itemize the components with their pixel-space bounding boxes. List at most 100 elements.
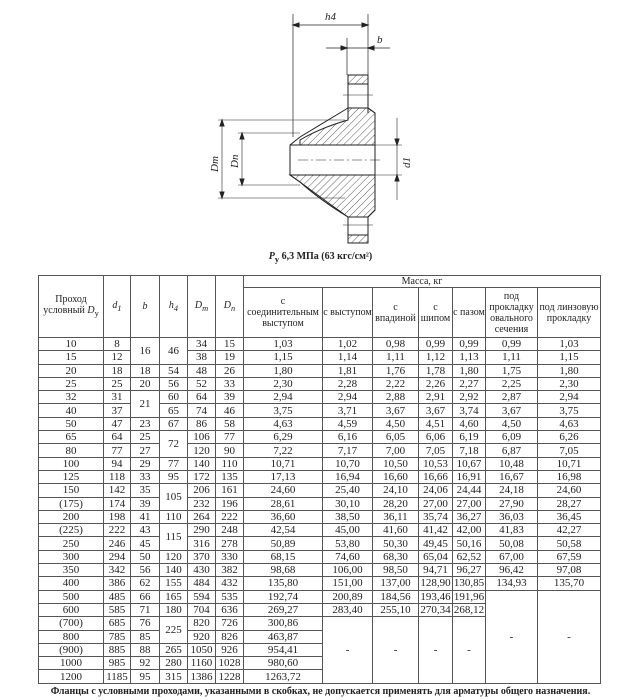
- caption-text: 6,3 МПа (63 кгс/см²): [279, 251, 373, 262]
- table-cell: 4,60: [452, 416, 486, 432]
- table-cell: 50,30: [372, 536, 419, 551]
- table-cell: 77: [159, 456, 188, 471]
- table-cell: 16,67: [485, 469, 538, 485]
- table-cell: 6,29: [243, 430, 323, 445]
- table-cell: 27: [130, 443, 160, 458]
- table-cell: 48: [187, 363, 216, 378]
- table-cell: 16,66: [418, 469, 453, 485]
- table-row: 100 94 29 77 140 110 10,71 10,70 10,50 10,53 10,67…: [38, 456, 601, 471]
- table-cell: 67: [159, 416, 188, 432]
- table-cell: 25: [38, 376, 104, 392]
- table-cell: 926: [215, 642, 244, 658]
- header-mass: Масса, кг: [243, 275, 601, 288]
- table-cell: 3,67: [485, 403, 538, 418]
- header-h4: h4: [159, 275, 188, 338]
- table-cell: 2,30: [537, 376, 601, 392]
- table-cell: 120: [187, 443, 216, 458]
- table-cell: 1228: [215, 669, 244, 684]
- table-cell: 29: [130, 456, 160, 471]
- table-cell: 826: [215, 629, 244, 644]
- table-cell: 264: [187, 509, 216, 525]
- table-cell: 125: [38, 469, 104, 485]
- table-cell: 10,71: [243, 456, 323, 471]
- table-cell: 300,86: [243, 616, 323, 631]
- table-row: 400 386 62 155 484 432 135,80 151,00 137,00 128,9…: [38, 576, 601, 591]
- table-cell: 1386: [187, 669, 216, 684]
- table-cell: 115: [159, 523, 188, 551]
- table-cell: 96,42: [485, 563, 538, 578]
- table-cell: 0,99: [418, 336, 453, 352]
- table-row: 600 585 71 180 704 636 269,27 283,40 255,10 270,3…: [38, 602, 601, 618]
- table-cell: 28,27: [537, 496, 601, 511]
- table-cell: 255,10: [372, 602, 419, 618]
- table-row: 125 118 33 95 172 135 17,13 16,94 16,60 16,66 16,9…: [38, 469, 601, 485]
- table-row: 20 18 18 54 48 26 1,80 1,81 1,76 1,78 1,80 1,75 1,80: [38, 363, 601, 378]
- table-cell: 3,67: [372, 403, 419, 418]
- table-cell: 36,45: [537, 509, 601, 525]
- table-cell: 10,70: [322, 456, 373, 471]
- table-cell: -: [418, 616, 453, 684]
- table-cell: 2,88: [372, 390, 419, 405]
- table-row: (900) 885 88 265 1050 926 954,41: [38, 642, 601, 658]
- table-cell: 96,27: [452, 563, 486, 578]
- label-dm: Dm: [209, 156, 221, 173]
- table-row: 350 342 56 140 430 382 98,68 106,00 98,50 94,71 96…: [38, 563, 601, 578]
- table-cell: 85: [130, 629, 160, 644]
- table-cell: 704: [187, 602, 216, 618]
- table-cell: 54: [159, 363, 188, 378]
- table-cell: 430: [187, 563, 216, 578]
- table-cell: 225: [159, 616, 188, 644]
- table-cell: 2,30: [243, 376, 323, 392]
- table-cell: 53,80: [322, 536, 373, 551]
- table-cell: 62: [130, 576, 160, 591]
- table-cell: 3,67: [418, 403, 453, 418]
- table-cell: 250: [38, 536, 104, 551]
- table-cell: 37: [103, 403, 131, 418]
- table-row: 150 142 35 105 206 161 24,60 25,40 24,10 24,06 24,…: [38, 483, 601, 511]
- table-cell: 161: [215, 483, 244, 498]
- table-cell: 0,99: [452, 336, 486, 352]
- table-cell: 27,90: [485, 496, 538, 511]
- table-cell: 382: [215, 563, 244, 578]
- table-cell: 1,75: [485, 363, 538, 378]
- table-cell: 7,22: [243, 443, 323, 458]
- table-cell: 134,93: [485, 576, 538, 591]
- table-row: 80 77 27 120 90 7,22 7,17 7,00 7,05 7,18 6,87 7,05: [38, 443, 601, 458]
- table-cell: 41: [130, 509, 160, 525]
- table-cell: 192,74: [243, 589, 323, 604]
- table-cell: 485: [103, 589, 131, 604]
- table-cell: 248: [215, 523, 244, 538]
- table-cell: 6,26: [537, 430, 601, 445]
- table-cell: 88: [130, 642, 160, 658]
- table-cell: (175): [38, 496, 104, 511]
- header-mass-col: с соединительным выступом: [243, 287, 323, 338]
- header-mass-col: с выступом: [322, 287, 373, 338]
- table-cell: 110: [215, 456, 244, 471]
- table-cell: 1,15: [537, 350, 601, 365]
- table-cell: 25: [103, 376, 131, 392]
- table-cell: 206: [187, 483, 216, 498]
- label-h4: h4: [325, 11, 337, 23]
- table-cell: 172: [187, 469, 216, 485]
- table-cell: 19: [215, 350, 244, 365]
- table-cell: 140: [159, 563, 188, 578]
- table-cell: 6,06: [418, 430, 453, 445]
- table-cell: 10,67: [452, 456, 486, 471]
- table-cell: 32: [38, 390, 104, 405]
- table-cell: 920: [187, 629, 216, 644]
- table-cell: 484: [187, 576, 216, 591]
- table-cell: 92: [130, 656, 160, 671]
- table-cell: 3,74: [452, 403, 486, 418]
- table-cell: 820: [187, 616, 216, 631]
- table-cell: 283,40: [322, 602, 373, 618]
- table-cell: 36,11: [372, 509, 419, 525]
- table-cell: 280: [159, 656, 188, 671]
- table-cell: 316: [187, 536, 216, 551]
- table-cell: 1,80: [537, 363, 601, 378]
- table-cell: 50,16: [452, 536, 486, 551]
- table-cell: 7,05: [418, 443, 453, 458]
- table-cell: 26: [215, 363, 244, 378]
- table-cell: 64: [103, 430, 131, 445]
- table-cell: 18: [103, 363, 131, 378]
- table-cell: 17,13: [243, 469, 323, 485]
